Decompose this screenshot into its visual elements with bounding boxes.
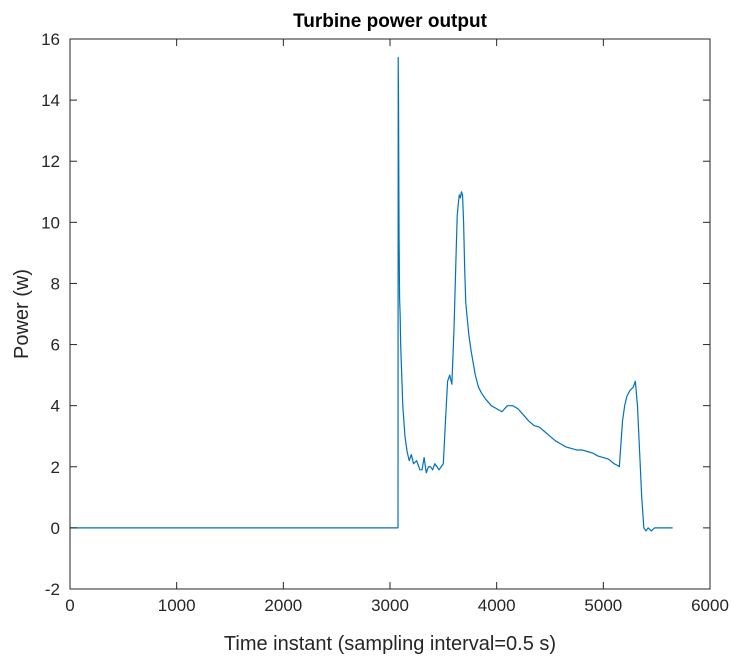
x-tick-label: 5000 — [584, 596, 622, 615]
y-axis-label: Power (w) — [11, 269, 33, 359]
y-tick-label: 14 — [41, 91, 60, 110]
x-tick-label: 2000 — [264, 596, 302, 615]
y-tick-label: 0 — [51, 519, 60, 538]
y-tick-label: 4 — [51, 397, 60, 416]
line-layer — [70, 56, 673, 532]
y-tick-label: 16 — [41, 30, 60, 49]
x-tick-label: 3000 — [371, 596, 409, 615]
x-tick-label: 1000 — [158, 596, 196, 615]
x-tick-label: 6000 — [691, 596, 729, 615]
y-tick-label: 2 — [51, 458, 60, 477]
axes-box — [69, 38, 711, 590]
y-tick-label: 6 — [51, 336, 60, 355]
y-tick-label: -2 — [45, 580, 60, 599]
series-line-0 — [70, 56, 673, 532]
chart-title: Turbine power output — [293, 11, 488, 32]
x-tick-label: 4000 — [478, 596, 516, 615]
plot-area — [70, 39, 710, 589]
x-tick-labels: 0 1000 2000 3000 4000 5000 6000 — [65, 596, 729, 615]
y-tick-labels: -2 0 2 4 6 8 10 12 14 16 — [41, 30, 60, 599]
y-tick-label: 12 — [41, 152, 60, 171]
x-axis-label: Time instant (sampling interval=0.5 s) — [224, 633, 556, 655]
y-tick-label: 8 — [51, 274, 60, 293]
y-tick-label: 10 — [41, 213, 60, 232]
x-tick-label: 0 — [65, 596, 74, 615]
